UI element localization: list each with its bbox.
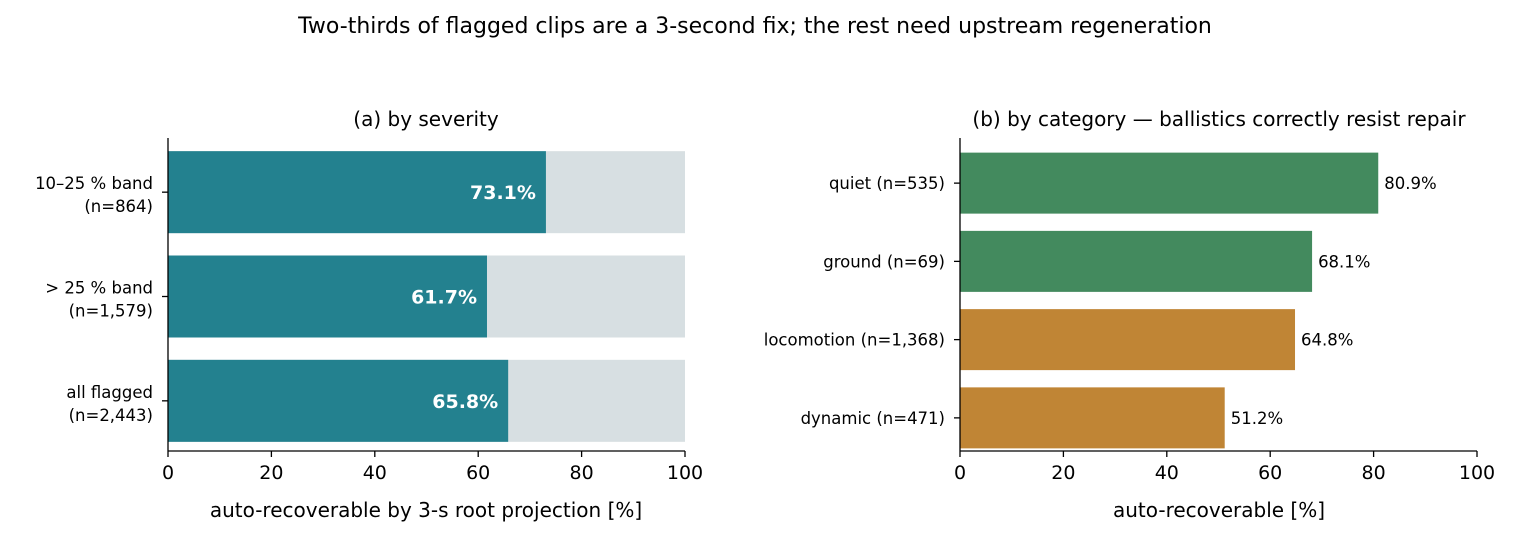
severity-bar-value-label: 65.8% (432, 391, 498, 413)
severity-bar (168, 255, 487, 338)
category-x-tick-label: 100 (1459, 462, 1495, 484)
severity-bars: 73.1% 61.7% 65.8% (168, 151, 685, 442)
severity-category-count: (n=1,579) (69, 302, 153, 321)
severity-x-tick-label: 40 (363, 462, 387, 484)
severity-x-axis-label: auto-recoverable by 3-s root projection … (210, 498, 642, 522)
severity-category-label: 10–25 % band (35, 174, 153, 193)
category-bar (960, 387, 1225, 449)
severity-x-tick-label: 60 (466, 462, 490, 484)
severity-category-label: > 25 % band (45, 279, 153, 298)
severity-x-tick-label: 20 (259, 462, 283, 484)
severity-category-count: (n=2,443) (69, 406, 153, 425)
category-x-tick-label: 80 (1362, 462, 1386, 484)
category-panel: (b) by category — ballistics correctly r… (764, 107, 1495, 522)
severity-x-tick-label: 80 (570, 462, 594, 484)
category-x-axis-label: auto-recoverable [%] (1113, 498, 1325, 522)
severity-axes: 10–25 % band (n=864) > 25 % band (n=1,579) a… (35, 138, 703, 484)
figure-title: Two-thirds of flagged clips are a 3-seco… (297, 14, 1212, 39)
severity-panel-title: (a) by severity (353, 107, 499, 131)
category-label: locomotion (n=1,368) (764, 331, 945, 350)
severity-x-tick-label: 0 (162, 462, 174, 484)
severity-bar (168, 359, 509, 442)
category-bar-value-label: 51.2% (1231, 409, 1283, 428)
severity-panel: (a) by severity 73.1% 61.7% 65.8% 10–25 % … (35, 107, 703, 522)
category-x-tick-label: 40 (1155, 462, 1179, 484)
category-x-tick-label: 0 (954, 462, 966, 484)
category-label: dynamic (n=471) (801, 409, 945, 428)
category-bar (960, 309, 1296, 371)
category-label: ground (n=69) (823, 252, 945, 271)
category-bar (960, 152, 1379, 214)
severity-bar-value-label: 73.1% (470, 182, 536, 204)
category-bar-value-label: 68.1% (1318, 252, 1370, 271)
category-x-tick-label: 20 (1051, 462, 1075, 484)
severity-category-count: (n=864) (84, 197, 153, 216)
category-label: quiet (n=535) (829, 174, 945, 193)
category-bar-value-label: 64.8% (1301, 331, 1353, 350)
severity-category-label: all flagged (66, 383, 153, 402)
severity-x-tick-label: 100 (667, 462, 703, 484)
category-axes: quiet (n=535) ground (n=69) locomotion (n=… (764, 138, 1495, 484)
category-bar-value-label: 80.9% (1384, 174, 1436, 193)
category-bars: 80.9% 68.1% 64.8% 51.2% (960, 152, 1437, 449)
severity-bar (168, 151, 546, 234)
category-x-tick-label: 60 (1258, 462, 1282, 484)
severity-bar-value-label: 61.7% (411, 287, 477, 309)
category-bar (960, 230, 1313, 292)
category-panel-title: (b) by category — ballistics correctly r… (972, 107, 1466, 131)
